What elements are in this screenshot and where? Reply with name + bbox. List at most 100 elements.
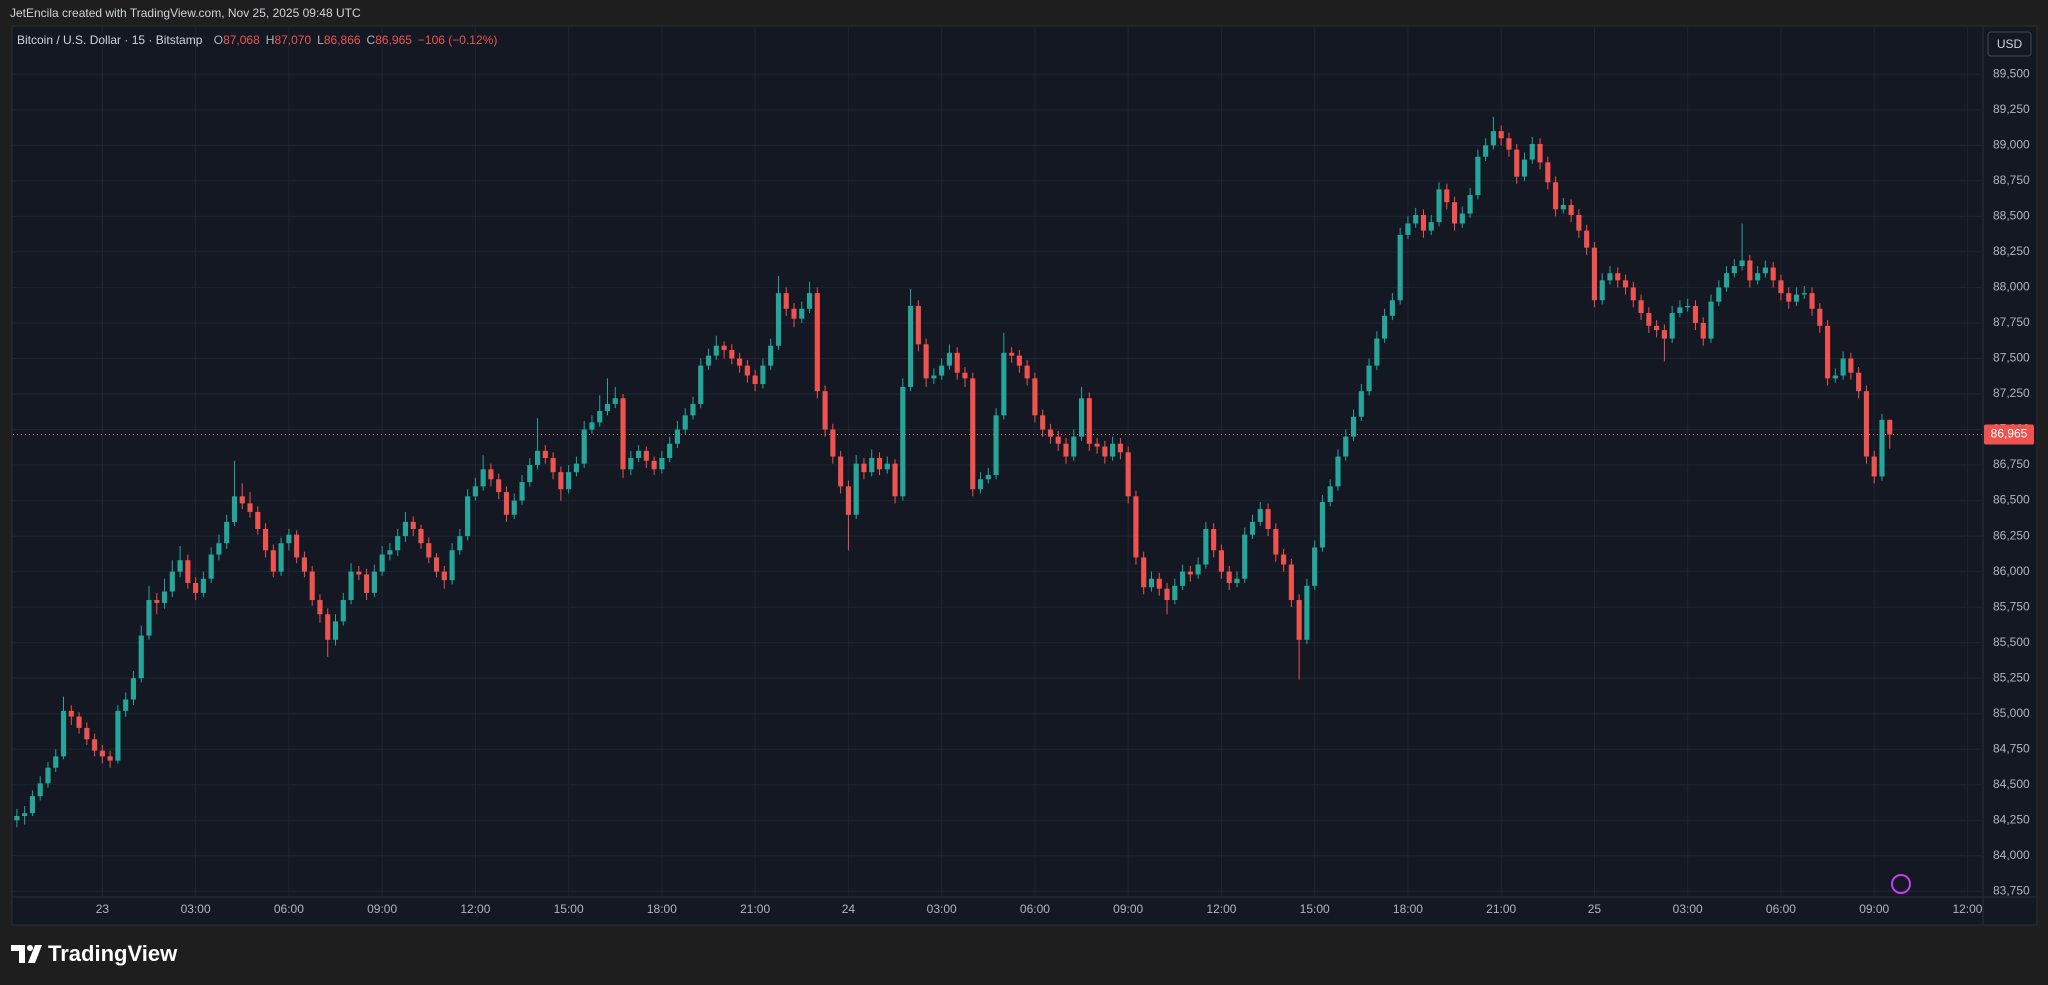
candle-body: [488, 469, 494, 480]
y-tick-label: 87,750: [1993, 315, 2030, 329]
currency-button[interactable]: [1987, 31, 2032, 57]
candle-body: [908, 305, 914, 387]
candle-body: [939, 365, 945, 376]
x-tick-label: 25: [1588, 902, 1602, 916]
candle-body: [659, 457, 665, 470]
candle-body: [480, 469, 486, 487]
candle-body: [1350, 416, 1357, 437]
candle-body: [1102, 446, 1108, 457]
currency-label[interactable]: USD: [1997, 37, 2023, 51]
candle-body: [1832, 375, 1838, 379]
legend-key: O: [214, 33, 223, 47]
candle-body: [853, 463, 859, 515]
legend-value: 87,070: [274, 33, 311, 47]
candle-body: [1630, 287, 1636, 301]
candle-body: [496, 479, 502, 493]
candle-body: [1560, 205, 1566, 210]
candle-body: [278, 543, 284, 572]
candle-body: [1195, 564, 1201, 575]
y-tick-label: 88,000: [1993, 280, 2030, 294]
candle-body: [1638, 300, 1644, 314]
candle-body: [962, 372, 968, 379]
candle-body: [931, 375, 937, 379]
candle-body: [177, 560, 183, 572]
candle-body: [1762, 267, 1768, 274]
candle-body: [737, 358, 743, 366]
y-tick-label: 85,250: [1993, 670, 2030, 684]
candle-body: [1016, 355, 1022, 366]
candle-body: [1708, 301, 1714, 339]
candle-body: [169, 571, 175, 592]
x-tick-label: 21:00: [1486, 902, 1516, 916]
candle-body: [620, 398, 626, 470]
candle-body: [1312, 547, 1318, 586]
assistant-icon[interactable]: [1891, 874, 1911, 894]
candle-body: [1692, 305, 1699, 323]
y-tick-label: 84,750: [1993, 741, 2030, 755]
candle-body: [410, 521, 416, 529]
candle-body: [37, 783, 43, 797]
candle-body: [1327, 486, 1333, 502]
y-tick-label: 86,500: [1993, 493, 2030, 507]
candle-body: [1685, 305, 1691, 308]
candle-body: [923, 344, 929, 379]
candle-body: [791, 308, 797, 319]
candle-body: [643, 450, 649, 461]
candle-body: [806, 293, 813, 309]
candle-body: [1141, 557, 1147, 588]
candle-body: [1009, 352, 1015, 356]
candle-body: [1211, 528, 1217, 551]
x-tick-label: 09:00: [367, 902, 397, 916]
candle-body: [1669, 313, 1675, 339]
candle-body: [1654, 325, 1660, 331]
candle-body: [1607, 273, 1613, 281]
candle-body: [876, 457, 883, 470]
y-tick-label: 85,750: [1993, 599, 2030, 613]
candle-body: [247, 503, 253, 512]
candle-body: [1125, 452, 1131, 497]
candle-body: [768, 345, 774, 366]
y-tick-label: 87,500: [1993, 351, 2030, 365]
candle-body: [395, 536, 401, 551]
x-tick-label: 12:00: [460, 902, 490, 916]
candle-body: [783, 293, 789, 309]
candle-body: [1863, 391, 1869, 457]
candle-body: [861, 463, 867, 473]
candle-body: [1576, 214, 1582, 231]
candle-body: [1296, 600, 1302, 640]
x-tick-label: 06:00: [1766, 902, 1796, 916]
candle-body: [185, 560, 191, 583]
candle-body: [286, 534, 292, 544]
y-tick-label: 85,500: [1993, 635, 2030, 649]
candle-body: [775, 293, 782, 346]
logo-mark-left: [11, 945, 25, 963]
candle-body: [1319, 501, 1326, 548]
candle-body: [822, 391, 828, 430]
candle-body: [1716, 287, 1722, 302]
y-tick-label: 89,000: [1993, 138, 2030, 152]
candle-body: [200, 578, 206, 593]
candle-body: [1817, 308, 1823, 326]
candle-body: [721, 345, 727, 350]
candle-body: [503, 492, 510, 515]
candle-body: [1809, 293, 1815, 309]
legend-value: 87,068: [223, 33, 260, 47]
x-tick-label: 21:00: [740, 902, 770, 916]
legend-key: L: [317, 33, 324, 47]
candle-body: [511, 500, 517, 515]
candle-body: [402, 521, 409, 537]
candle-body: [441, 571, 447, 581]
candle-body: [1451, 202, 1458, 224]
candle-body: [1521, 159, 1528, 177]
x-tick-label: 12:00: [1206, 902, 1236, 916]
y-tick-label: 88,750: [1993, 173, 2030, 187]
candle-body: [99, 750, 105, 757]
candle-body: [542, 450, 548, 458]
candle-body: [838, 456, 844, 487]
candle-body: [309, 571, 315, 601]
candle-body: [519, 482, 525, 501]
candle-body: [1156, 578, 1162, 589]
x-tick-label: 03:00: [181, 902, 211, 916]
candle-body: [581, 429, 587, 464]
